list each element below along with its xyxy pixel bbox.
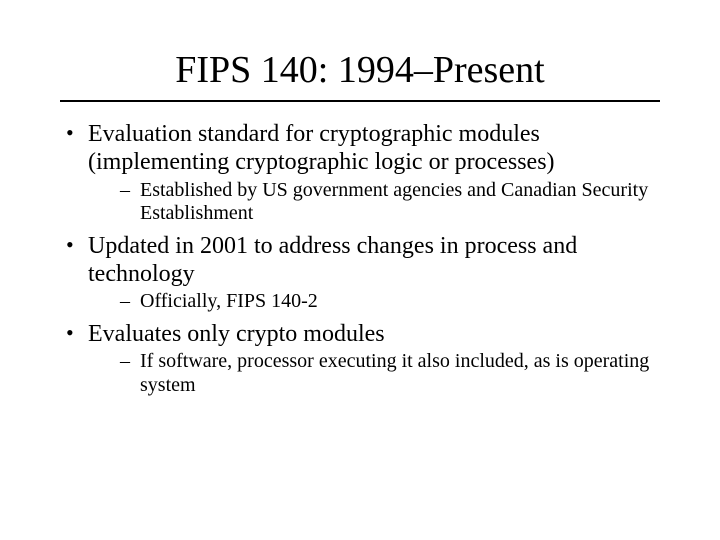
sub-bullet-text: Officially, FIPS 140-2 [140, 290, 318, 312]
sub-list: Officially, FIPS 140-2 [88, 290, 660, 314]
sub-bullet-text: If software, processor executing it also… [140, 350, 649, 396]
bullet-list: Evaluation standard for cryptographic mo… [60, 120, 660, 398]
sub-list-item: Established by US government agencies an… [88, 179, 660, 226]
slide-content: Evaluation standard for cryptographic mo… [60, 120, 660, 398]
sub-list: Established by US government agencies an… [88, 179, 660, 226]
sub-list: If software, processor executing it also… [88, 350, 660, 397]
list-item: Evaluates only crypto modules If softwar… [60, 320, 660, 398]
bullet-text: Updated in 2001 to address changes in pr… [88, 233, 577, 287]
sub-bullet-text: Established by US government agencies an… [140, 179, 648, 225]
list-item: Updated in 2001 to address changes in pr… [60, 232, 660, 314]
bullet-text: Evaluation standard for cryptographic mo… [88, 121, 555, 175]
list-item: Evaluation standard for cryptographic mo… [60, 120, 660, 226]
slide-title: FIPS 140: 1994–Present [0, 48, 720, 92]
bullet-text: Evaluates only crypto modules [88, 321, 385, 347]
sub-list-item: If software, processor executing it also… [88, 350, 660, 397]
title-rule [60, 100, 660, 102]
slide: FIPS 140: 1994–Present Evaluation standa… [0, 48, 720, 540]
sub-list-item: Officially, FIPS 140-2 [88, 290, 660, 314]
